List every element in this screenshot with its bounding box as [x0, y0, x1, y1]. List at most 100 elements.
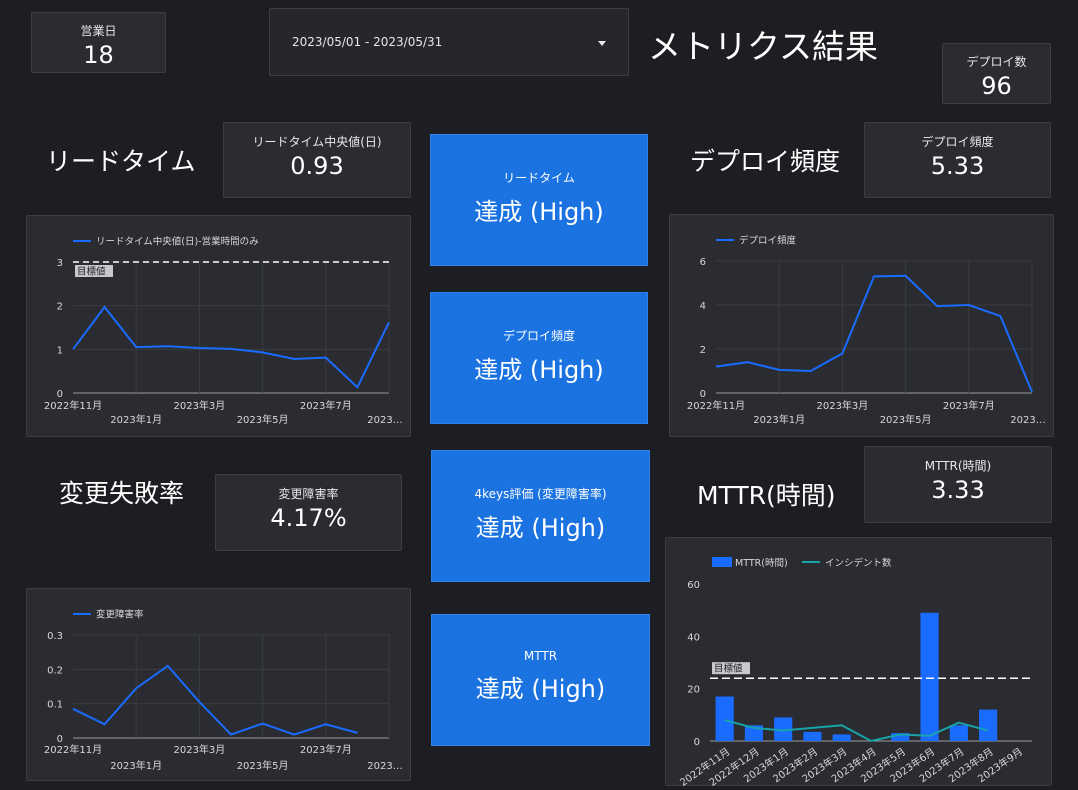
business-days-value: 18: [83, 41, 114, 69]
x-tick-label: 2023年5月: [237, 413, 289, 426]
deploy-count-label: デプロイ数: [966, 55, 1027, 69]
bar: [715, 696, 734, 741]
change-failure-rate-label: 変更障害率: [278, 487, 339, 501]
x-tick-label: 2023年7月: [300, 399, 352, 412]
chart-svg: MTTR(時間) インシデント数0204060目標値2022年11月2022年12…: [677, 557, 1032, 787]
y-tick-label: 0: [694, 737, 700, 748]
y-tick-label: 2: [57, 302, 63, 313]
x-tick-label: 2023年1月: [110, 759, 162, 772]
bar: [774, 717, 793, 741]
page-title: メトリクス結果: [648, 27, 879, 66]
status-label: 4keys評価 (変更障害率): [474, 487, 607, 501]
status-card-deploy-frequency: デプロイ頻度 達成 (High): [430, 292, 648, 424]
y-tick-label: 2: [700, 345, 706, 356]
x-tick-label: 2023年5月: [237, 759, 289, 772]
section-title-deploy-frequency: デプロイ頻度: [690, 147, 841, 176]
y-tick-label: 3: [57, 258, 63, 269]
y-tick-label: 20: [687, 685, 700, 696]
chart-svg: リードタイム中央値(日)-営業時間のみ 0 1 2 3 2022年11月 2023年3月 20…: [44, 236, 403, 427]
date-range-picker[interactable]: 2023/05/01 - 2023/05/31: [269, 8, 629, 76]
legend-label: 変更障害率: [96, 609, 144, 621]
deploy-frequency-chart[interactable]: デプロイ頻度 0 2 4 6 2022年11月 2023年3月 2023年7月 2023年1月 2…: [669, 214, 1054, 437]
chart-svg: 変更障害率 0 0.1 0.2 0.3 2022年11月 2023年3月 2023年7月 202…: [44, 609, 403, 773]
incident-line: [724, 719, 989, 743]
scorecard-business-days: 営業日 18: [31, 12, 166, 73]
y-tick-label: 40: [687, 632, 700, 643]
change-failure-rate-value: 4.17%: [270, 504, 347, 532]
x-tick-label: 2023…: [367, 761, 402, 772]
x-tick-label: 2023年5月: [880, 413, 932, 426]
bar: [803, 731, 822, 741]
x-tick-label: 2023年1月: [753, 413, 805, 426]
reference-label: 目標値: [77, 266, 106, 278]
bar: [920, 612, 939, 741]
bar: [891, 733, 910, 741]
reference-label-bg: [75, 265, 113, 277]
x-tick-label: 2023年7月: [300, 743, 352, 756]
reference-label-bg: [712, 662, 750, 675]
section-title-mttr: MTTR(時間): [697, 481, 836, 510]
legend-label: デプロイ頻度: [739, 235, 797, 247]
y-tick-label: 4: [700, 301, 706, 312]
deploy-count-value: 96: [981, 72, 1012, 100]
x-tick-label: 2022年11月: [687, 399, 745, 412]
deploy-frequency-value: 5.33: [930, 152, 985, 180]
y-tick-label: 0: [700, 389, 706, 400]
mttr-chart[interactable]: MTTR(時間) インシデント数 0 20 40 60 目標値 2022年11月 2022年12…: [665, 537, 1052, 787]
status-card-lead-time: リードタイム 達成 (High): [430, 134, 648, 266]
legend-swatch-bar: [712, 557, 732, 567]
series-line: [72, 305, 390, 389]
scorecard-mttr: MTTR(時間) 3.33: [864, 446, 1052, 523]
reference-label: 目標値: [714, 663, 743, 675]
x-tick-label: 2023…: [1010, 415, 1045, 426]
y-tick-label: 0.2: [47, 665, 63, 676]
y-tick-label: 6: [700, 257, 706, 268]
legend-label: MTTR(時間): [735, 558, 788, 569]
chart-svg: デプロイ頻度 0 2 4 6 2022年11月 2023年3月 2023年7月 2023年1月 2…: [687, 235, 1046, 427]
x-tick-label: 2023年7月: [943, 399, 995, 412]
bar: [979, 709, 998, 741]
status-label: デプロイ頻度: [502, 329, 575, 343]
y-tick-label: 0: [57, 734, 63, 745]
legend-label: インシデント数: [825, 557, 892, 569]
status-label: MTTR: [523, 649, 558, 663]
legend-label: リードタイム中央値(日)-営業時間のみ: [96, 236, 259, 248]
y-tick-label: 0.3: [47, 631, 63, 642]
status-value: 達成 (High): [475, 675, 606, 703]
scorecard-deploy-frequency: デプロイ頻度 5.33: [864, 122, 1051, 198]
x-tick-label: 2023年3月: [173, 399, 225, 412]
mttr-value: 3.33: [931, 476, 985, 504]
x-tick-label: 2023年3月: [173, 743, 225, 756]
bar: [832, 734, 851, 741]
x-tick-label: 2023年1月: [110, 413, 162, 426]
x-tick-label: 2022年11月: [44, 399, 102, 412]
dropdown-caret-icon[interactable]: [598, 41, 606, 46]
series-line: [715, 274, 1033, 393]
mttr-label: MTTR(時間): [924, 459, 992, 473]
status-label: リードタイム: [503, 171, 575, 185]
status-value: 達成 (High): [475, 514, 606, 542]
date-range-value: 2023/05/01 - 2023/05/31: [292, 35, 443, 49]
x-tick-label: 2023…: [367, 415, 402, 426]
section-title-lead-time: リードタイム: [46, 147, 196, 176]
y-tick-label: 1: [57, 345, 63, 356]
scorecard-change-failure-rate: 変更障害率 4.17%: [215, 474, 402, 551]
y-tick-label: 0.1: [47, 700, 63, 711]
y-tick-label: 60: [687, 580, 700, 591]
series-line: [72, 664, 358, 736]
scorecard-lead-time-median: リードタイム中央値(日) 0.93: [223, 122, 411, 198]
x-tick-label: 2023年3月: [816, 399, 868, 412]
bar: [949, 725, 968, 741]
status-value: 達成 (High): [474, 198, 604, 226]
lead-time-chart[interactable]: リードタイム中央値(日)-営業時間のみ 0 1 2 3 2022年11月 2023年3月 20…: [26, 215, 411, 437]
y-tick-label: 0: [57, 389, 63, 400]
lead-time-median-value: 0.93: [290, 152, 344, 180]
change-failure-rate-chart[interactable]: 変更障害率 0 0.1 0.2 0.3 2022年11月 2023年3月 2023年7月 202…: [26, 588, 411, 781]
status-card-mttr: MTTR 達成 (High): [431, 614, 650, 746]
business-days-label: 営業日: [80, 24, 117, 38]
scorecard-deploy-count: デプロイ数 96: [942, 43, 1051, 104]
status-value: 達成 (High): [474, 356, 604, 384]
lead-time-median-label: リードタイム中央値(日): [252, 135, 382, 149]
x-tick-label: 2022年11月: [44, 743, 102, 756]
section-title-change-failure: 変更失敗率: [59, 479, 185, 508]
